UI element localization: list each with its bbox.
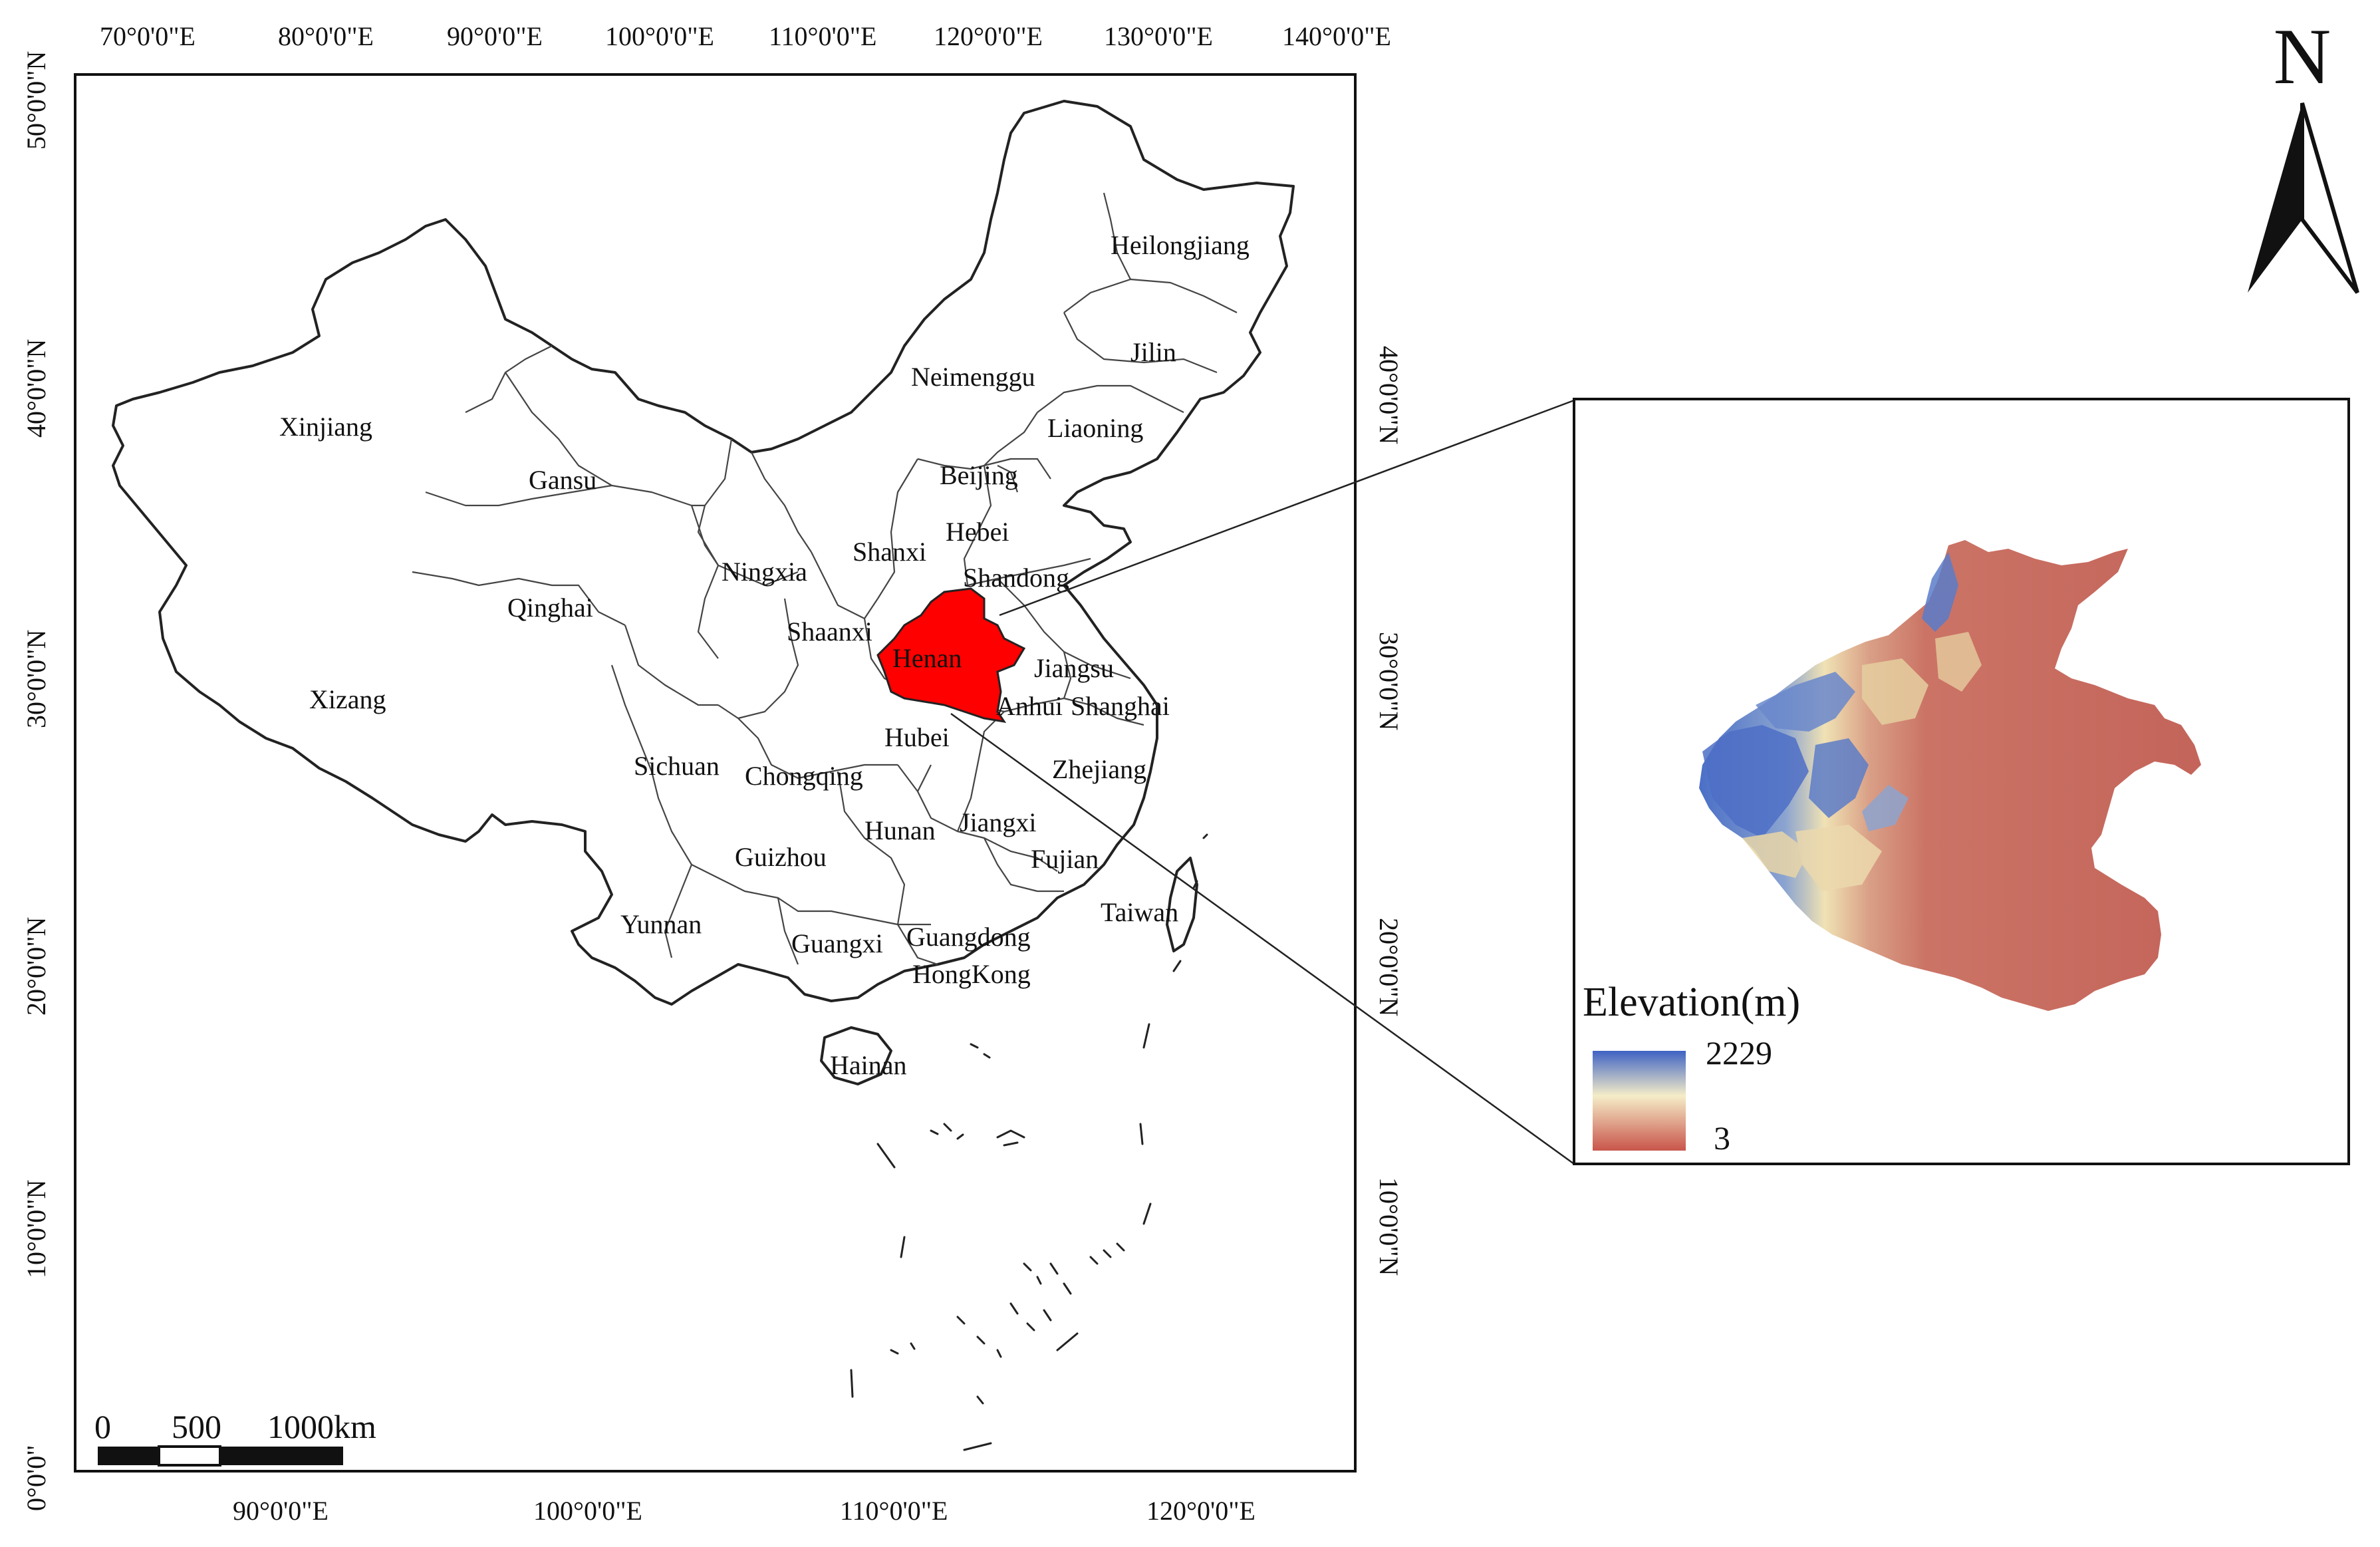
label-ningxia: Ningxia bbox=[722, 557, 807, 587]
lat-label-right-30n: 30°0'0"N bbox=[1374, 632, 1404, 730]
label-heilongjiang: Heilongjiang bbox=[1111, 230, 1250, 260]
label-chongqing: Chongqing bbox=[745, 761, 863, 791]
label-yunnan: Yunnan bbox=[620, 909, 702, 939]
henan-dem bbox=[1699, 540, 2201, 1011]
province-labels: Heilongjiang Jilin Neimenggu Liaoning Xi… bbox=[279, 230, 1250, 1080]
label-guizhou: Guizhou bbox=[735, 842, 827, 872]
lat-label-20n: 20°0'0"N bbox=[21, 917, 51, 1016]
label-guangdong: Guangdong bbox=[906, 922, 1031, 952]
north-arrow: N bbox=[2248, 12, 2359, 294]
label-shanxi: Shanxi bbox=[853, 537, 926, 567]
north-arrow-dark-half bbox=[2248, 103, 2302, 293]
label-gansu: Gansu bbox=[529, 465, 596, 495]
main-map-frame bbox=[74, 73, 1357, 1473]
top-longitude-labels: 70°0'0"E 80°0'0"E 90°0'0"E 100°0'0"E 110… bbox=[100, 21, 1391, 51]
scale-seg-1 bbox=[98, 1447, 159, 1465]
south-china-sea-dashes bbox=[850, 833, 1208, 1451]
label-shandong: Shandong bbox=[963, 563, 1069, 593]
right-latitude-labels: 40°0'0"N 30°0'0"N 20°0'0"N 10°0'0"N bbox=[1374, 346, 1404, 1276]
taiwan-island bbox=[1166, 857, 1198, 952]
label-henan: Henan bbox=[892, 643, 962, 673]
label-shanghai: Shanghai bbox=[1071, 691, 1170, 721]
north-arrow-light-half bbox=[2300, 102, 2359, 294]
label-beijing: Beijing bbox=[940, 460, 1018, 490]
lon-label-140e: 140°0'0"E bbox=[1282, 21, 1391, 51]
lon-label-110e: 110°0'0"E bbox=[769, 21, 876, 51]
label-guangxi: Guangxi bbox=[791, 928, 883, 958]
lon-label-bottom-90e: 90°0'0"E bbox=[233, 1496, 329, 1526]
elevation-legend: Elevation(m) 2229 3 bbox=[1583, 980, 1800, 1157]
dem-highland-texture bbox=[1702, 552, 1982, 891]
scale-seg-2 bbox=[158, 1445, 221, 1467]
lat-label-30n: 30°0'0"N bbox=[21, 630, 51, 728]
lat-label-right-40n: 40°0'0"N bbox=[1374, 346, 1404, 444]
left-latitude-labels: 50°0'0"N 40°0'0"N 30°0'0"N 20°0'0"N 10°0… bbox=[21, 51, 51, 1511]
inset-frame bbox=[1573, 398, 2350, 1165]
label-qinghai: Qinghai bbox=[507, 593, 593, 623]
label-fujian: Fujian bbox=[1031, 844, 1099, 874]
bottom-longitude-labels: 90°0'0"E 100°0'0"E 110°0'0"E 120°0'0"E bbox=[233, 1496, 1256, 1526]
lat-label-40n: 40°0'0"N bbox=[21, 339, 51, 438]
lon-label-80e: 80°0'0"E bbox=[278, 21, 374, 51]
inset-connector-bottom bbox=[950, 712, 1575, 1165]
label-taiwan: Taiwan bbox=[1101, 897, 1178, 927]
label-hebei: Hebei bbox=[946, 517, 1009, 547]
legend-title: Elevation(m) bbox=[1583, 980, 1800, 1025]
label-hubei: Hubei bbox=[884, 722, 950, 752]
scale-label-1000km: 1000km bbox=[267, 1408, 376, 1445]
label-anhui: Anhui bbox=[996, 691, 1063, 721]
scale-label-500: 500 bbox=[172, 1408, 221, 1445]
legend-max-label: 2229 bbox=[1706, 1034, 1772, 1071]
lon-label-bottom-120e: 120°0'0"E bbox=[1146, 1496, 1256, 1526]
lon-label-120e: 120°0'0"E bbox=[934, 21, 1043, 51]
hainan-island bbox=[820, 1026, 892, 1085]
scale-bar: 0 500 1000km bbox=[94, 1408, 376, 1467]
label-jiangxi: Jiangxi bbox=[960, 807, 1037, 837]
scale-seg-3 bbox=[220, 1447, 343, 1465]
lon-label-bottom-110e: 110°0'0"E bbox=[840, 1496, 948, 1526]
label-hongkong: HongKong bbox=[912, 959, 1031, 989]
china-outline bbox=[112, 100, 1295, 1006]
label-jilin: Jilin bbox=[1130, 337, 1176, 367]
label-liaoning: Liaoning bbox=[1047, 413, 1143, 443]
lon-label-90e: 90°0'0"E bbox=[447, 21, 543, 51]
lon-label-130e: 130°0'0"E bbox=[1104, 21, 1213, 51]
lat-label-right-20n: 20°0'0"N bbox=[1374, 918, 1404, 1016]
label-xizang: Xizang bbox=[309, 684, 386, 714]
label-zhejiang: Zhejiang bbox=[1052, 754, 1146, 784]
legend-min-label: 3 bbox=[1714, 1119, 1730, 1157]
label-hainan: Hainan bbox=[830, 1050, 907, 1080]
label-xinjiang: Xinjiang bbox=[279, 412, 372, 442]
label-neimenggu: Neimenggu bbox=[911, 362, 1035, 392]
label-shaanxi: Shaanxi bbox=[787, 617, 872, 646]
label-jiangsu: Jiangsu bbox=[1034, 653, 1114, 683]
lon-label-bottom-100e: 100°0'0"E bbox=[533, 1496, 642, 1526]
lat-label-10n: 10°0'0"N bbox=[21, 1180, 51, 1278]
scale-label-0: 0 bbox=[94, 1408, 111, 1445]
henan-highlight bbox=[876, 587, 1026, 724]
lat-label-right-10n: 10°0'0"N bbox=[1374, 1177, 1404, 1276]
lat-label-50n: 50°0'0"N bbox=[21, 51, 51, 150]
legend-color-ramp bbox=[1593, 1051, 1686, 1151]
lon-label-100e: 100°0'0"E bbox=[605, 21, 714, 51]
inset-connector-top bbox=[999, 399, 1575, 617]
north-label: N bbox=[2274, 12, 2331, 100]
lon-label-70e: 70°0'0"E bbox=[100, 21, 196, 51]
label-hunan: Hunan bbox=[864, 815, 936, 845]
lat-label-0: 0°0'0" bbox=[21, 1445, 51, 1511]
label-sichuan: Sichuan bbox=[634, 751, 720, 781]
